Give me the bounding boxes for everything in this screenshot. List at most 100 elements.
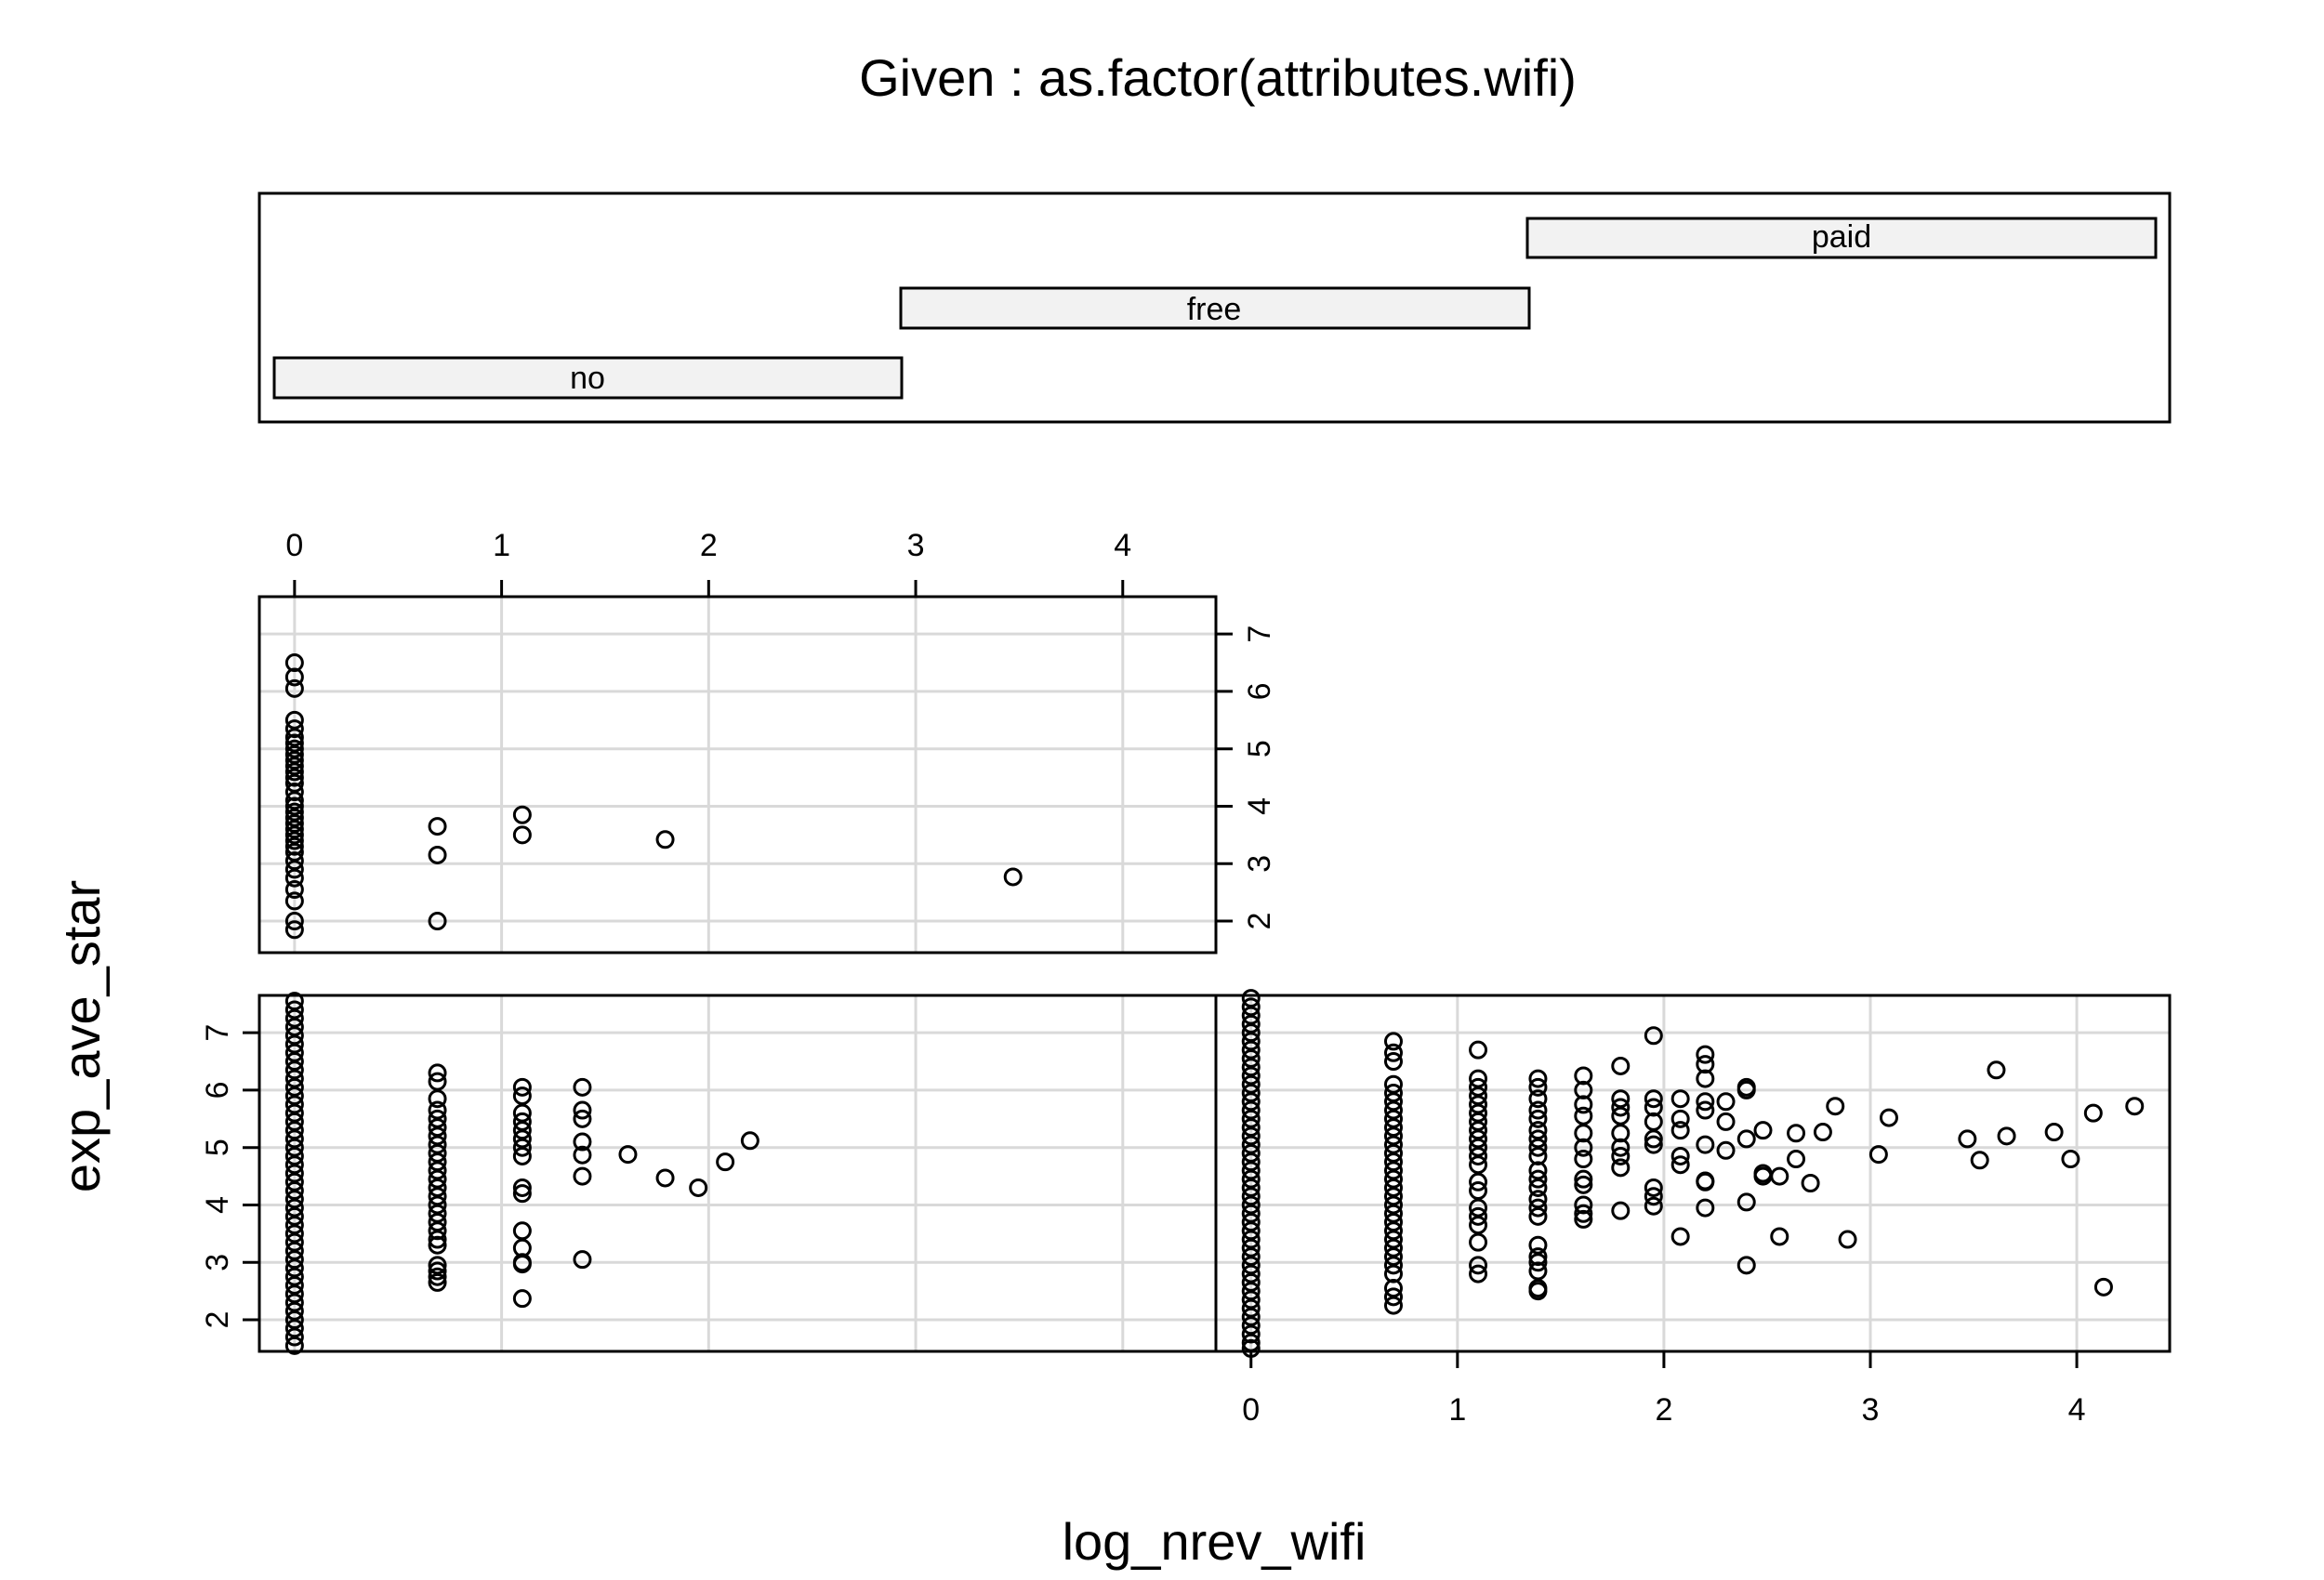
data-point xyxy=(2044,1123,2064,1142)
data-point xyxy=(1241,1152,1261,1172)
x-axis-label: log_nrev_wifi xyxy=(1063,1512,1367,1571)
data-point xyxy=(1241,1092,1261,1112)
data-point xyxy=(1611,1089,1631,1109)
data-point xyxy=(1670,1109,1690,1128)
data-point xyxy=(284,1121,304,1140)
data-point xyxy=(1241,1084,1261,1103)
data-point xyxy=(1644,1098,1663,1117)
data-point xyxy=(284,814,304,834)
data-point xyxy=(1383,1247,1403,1267)
data-point xyxy=(1383,1178,1403,1197)
data-point xyxy=(284,678,304,698)
data-point xyxy=(284,1052,304,1072)
data-point xyxy=(284,1000,304,1020)
data-point xyxy=(1469,1232,1488,1252)
data-point xyxy=(716,1152,735,1172)
data-point xyxy=(284,1327,304,1347)
data-point xyxy=(428,1272,447,1292)
data-point xyxy=(1528,1253,1548,1272)
data-point xyxy=(284,1310,304,1330)
data-point xyxy=(1574,1169,1593,1189)
y-tick-label: 5 xyxy=(200,1139,235,1156)
data-point xyxy=(1469,1216,1488,1235)
data-point xyxy=(284,1112,304,1131)
data-point xyxy=(1383,1118,1403,1138)
data-point xyxy=(428,912,447,931)
data-point xyxy=(1787,1150,1806,1169)
data-point xyxy=(512,1221,532,1241)
data-point xyxy=(1528,1146,1548,1165)
data-point xyxy=(1574,1138,1593,1157)
data-point xyxy=(1241,1290,1261,1310)
data-point xyxy=(1241,1023,1261,1043)
data-point xyxy=(512,1138,532,1157)
data-point xyxy=(284,1284,304,1304)
y-tick-label: 4 xyxy=(200,1196,235,1214)
data-point xyxy=(428,1109,447,1128)
data-point xyxy=(284,1241,304,1260)
x-tick-label: 4 xyxy=(1114,528,1131,563)
data-point xyxy=(1241,1014,1261,1034)
data-point xyxy=(512,1146,532,1165)
data-point xyxy=(1696,1055,1715,1074)
data-point xyxy=(1469,1206,1488,1226)
x-tick-label: 2 xyxy=(700,528,718,563)
x-tick-label: 3 xyxy=(907,528,925,563)
panel-frame xyxy=(257,595,1218,955)
data-point xyxy=(740,1131,759,1151)
data-point xyxy=(1469,1095,1488,1114)
data-point xyxy=(284,1069,304,1088)
data-point xyxy=(284,653,304,673)
data-point xyxy=(284,842,304,862)
data-point xyxy=(1383,1256,1403,1275)
data-point xyxy=(284,1198,304,1218)
data-point xyxy=(284,1250,304,1270)
data-point xyxy=(1383,1126,1403,1146)
y-tick-label: 3 xyxy=(200,1254,235,1271)
data-point xyxy=(1469,1172,1488,1192)
data-point xyxy=(284,757,304,776)
data-point xyxy=(284,992,304,1011)
given-bar-paid xyxy=(1525,217,2158,259)
x-tick-label: 0 xyxy=(1242,1392,1260,1428)
data-point xyxy=(1644,1112,1663,1131)
data-point xyxy=(1241,1161,1261,1180)
data-point xyxy=(284,797,304,816)
data-point xyxy=(1241,1074,1261,1094)
data-point xyxy=(1696,1092,1715,1112)
data-point xyxy=(512,1121,532,1140)
y-axis-label: exp_ave_star xyxy=(52,880,111,1192)
data-point xyxy=(1383,1221,1403,1241)
data-point xyxy=(284,1181,304,1201)
data-point xyxy=(284,868,304,888)
data-point xyxy=(284,744,304,764)
data-point xyxy=(512,1086,532,1106)
data-point xyxy=(1241,1307,1261,1326)
data-point xyxy=(1241,989,1261,1008)
data-point xyxy=(284,1267,304,1286)
given-label-paid: paid xyxy=(1812,219,1871,255)
x-tick-label: 0 xyxy=(285,528,303,563)
x-tick-label: 4 xyxy=(2068,1392,2086,1428)
panel-paid: 0 1 2 3 4 2 3 4 5 6 7 xyxy=(257,528,1277,955)
data-point xyxy=(1644,1135,1663,1154)
data-point xyxy=(1574,1080,1593,1099)
data-point xyxy=(1383,1204,1403,1223)
data-point xyxy=(1528,1129,1548,1149)
data-point xyxy=(573,1100,592,1120)
data-point xyxy=(428,1221,447,1241)
data-point xyxy=(284,891,304,911)
data-point xyxy=(1528,1247,1548,1267)
data-point xyxy=(1241,1282,1261,1301)
data-point xyxy=(1528,1261,1548,1281)
data-point xyxy=(428,1230,447,1249)
data-point xyxy=(1528,1121,1548,1140)
data-point xyxy=(1383,1084,1403,1103)
data-point xyxy=(512,1129,532,1149)
data-point xyxy=(428,1256,447,1275)
data-point xyxy=(284,851,304,871)
data-point xyxy=(284,920,304,940)
data-point xyxy=(1611,1056,1631,1075)
data-point xyxy=(512,1255,532,1274)
data-point xyxy=(1696,1172,1715,1192)
